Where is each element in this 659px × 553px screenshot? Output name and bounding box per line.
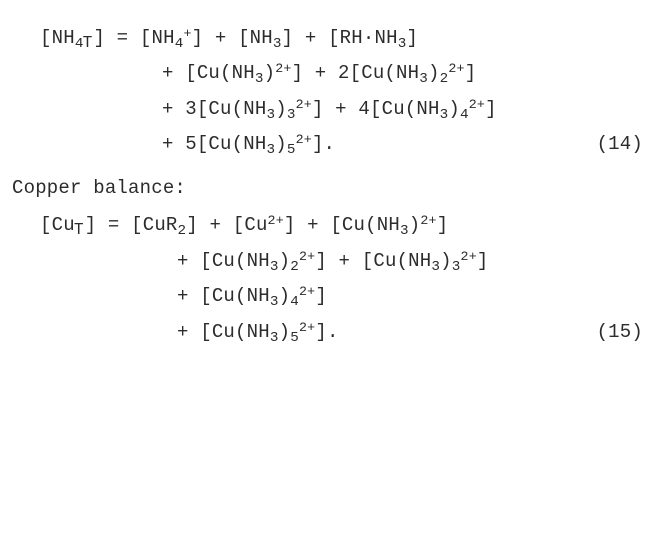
eq14-term-cu-nh3-2: 2[Cu(NH3)22+] <box>338 62 476 84</box>
eq15-lhs: [CuT] = <box>40 214 131 236</box>
eq15-line4: + [Cu(NH3)52+]. (15) <box>12 318 647 347</box>
eq14-term-cu-nh3-5: 5[Cu(NH3)52+]. <box>185 133 335 155</box>
eq15-term-cu-nh3-1: [Cu(NH3)2+] <box>330 214 448 236</box>
eq15-number: (15) <box>597 318 643 347</box>
eq14-number: (14) <box>597 130 643 159</box>
eq14-line4: + 5[Cu(NH3)52+]. (14) <box>12 130 647 159</box>
eq15-term-cur2: [CuR2] + <box>131 214 233 236</box>
eq15-term-cu2plus: [Cu2+] + <box>233 214 331 236</box>
section-copper-balance: Copper balance: <box>12 174 647 203</box>
eq14-term-rh-nh3: [RH·NH3] <box>328 27 418 49</box>
eq15-term-cu-nh3-4: [Cu(NH3)42+] <box>200 285 327 307</box>
eq15-line2: + [Cu(NH3)22+] + [Cu(NH3)32+] <box>12 247 647 276</box>
eq14-term-cu-nh3-1: [Cu(NH3)2+] + <box>185 62 338 84</box>
eq14-term-nh3: [NH3] + <box>238 27 328 49</box>
eq14-term-nh4plus: [NH4+] + <box>140 27 238 49</box>
eq15-line1: [CuT] = [CuR2] + [Cu2+] + [Cu(NH3)2+] <box>12 211 647 240</box>
eq15-term-cu-nh3-3: [Cu(NH3)32+] <box>362 250 489 272</box>
eq14-lhs: [NH4T] = <box>40 27 140 49</box>
eq15-line3: + [Cu(NH3)42+] <box>12 282 647 311</box>
eq14-term-cu-nh3-3: 3[Cu(NH3)32+] + <box>185 98 358 120</box>
eq14-line1: [NH4T] = [NH4+] + [NH3] + [RH·NH3] <box>12 24 647 53</box>
eq14-line2: + [Cu(NH3)2+] + 2[Cu(NH3)22+] <box>12 59 647 88</box>
eq15-term-cu-nh3-5: [Cu(NH3)52+]. <box>200 321 338 343</box>
eq15-term-cu-nh3-2: [Cu(NH3)22+] + <box>200 250 362 272</box>
eq14-term-cu-nh3-4: 4[Cu(NH3)42+] <box>358 98 496 120</box>
eq14-line3: + 3[Cu(NH3)32+] + 4[Cu(NH3)42+] <box>12 95 647 124</box>
